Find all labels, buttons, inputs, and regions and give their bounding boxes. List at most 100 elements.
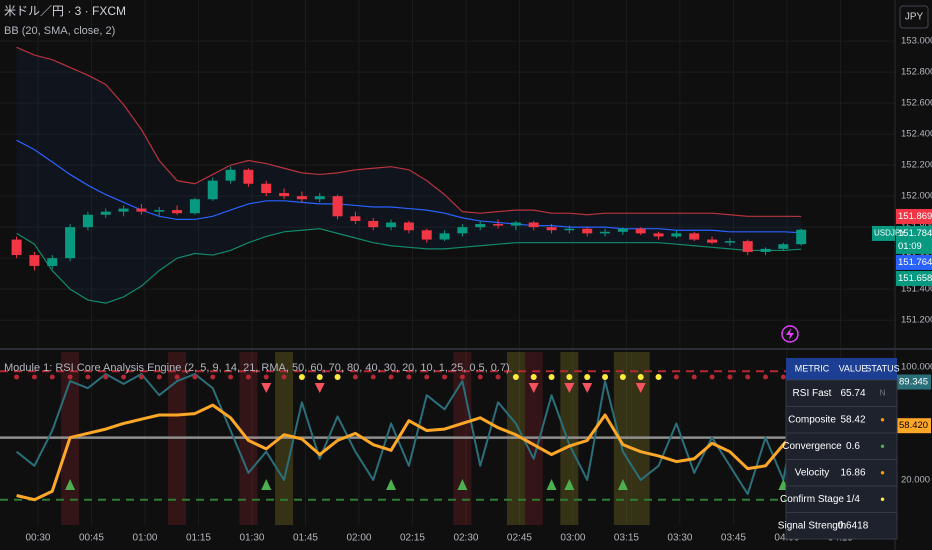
candle-body (65, 227, 76, 259)
y-tick-label: 152.200 (901, 160, 932, 171)
candle-body (47, 258, 58, 266)
table-row-bg (785, 485, 898, 513)
candle-body (689, 233, 700, 240)
candle-body (582, 228, 593, 234)
x-tick-label: 02:15 (400, 533, 425, 544)
signal-dot (727, 374, 733, 380)
candle-body (617, 228, 628, 232)
table-cell: RSI Fast (793, 388, 832, 399)
axis-layer: 00:30 00:45 01:00 01:15 01:30 01:45 02:00 02:15… (25, 36, 932, 544)
signal-dot (530, 374, 537, 380)
candle-body (225, 169, 236, 181)
chart-title: 米ドル／円 · 3 · FXCM (4, 4, 126, 18)
signal-dot (263, 374, 269, 380)
buy-signal (261, 479, 272, 490)
indicator-line (15, 373, 803, 496)
y-tick-label: 153.000 (901, 36, 932, 47)
sell-signal (635, 383, 646, 393)
candle-body (778, 244, 789, 249)
x-tick-label: 03:00 (560, 533, 585, 544)
candle-body (314, 196, 325, 200)
signal-dot (103, 374, 109, 380)
candle-body (724, 241, 735, 243)
candle-body (207, 180, 218, 200)
signal-dot (637, 374, 644, 380)
x-tick-label: 01:00 (132, 533, 157, 544)
band-fill (16, 47, 802, 304)
signal-dot (138, 374, 144, 380)
table-cell: Convergence (782, 441, 842, 452)
symbol-label: USDJPY (874, 229, 906, 238)
currency-button[interactable] (899, 5, 929, 29)
price-tag (896, 225, 932, 254)
candle-body (189, 199, 200, 214)
x-tick-label: 00:30 (25, 533, 50, 544)
signal-dot (228, 374, 234, 380)
x-tick-label: 01:15 (186, 533, 211, 544)
signal-dot (121, 374, 127, 380)
alert-icon[interactable] (781, 325, 799, 343)
price-tag-label: 151.764 (898, 257, 932, 268)
price-tag (896, 208, 932, 224)
candle-body (243, 169, 254, 184)
bollinger-line (16, 46, 802, 218)
candle-body (296, 196, 307, 200)
table-row-bg (785, 459, 898, 487)
candle-body (528, 222, 539, 228)
signal-dot (298, 374, 305, 380)
table-cell: Composite (788, 414, 836, 425)
candle-body (11, 239, 22, 256)
table-cell: Signal Strength (778, 520, 846, 531)
price-tag (896, 270, 932, 286)
signal-dot (192, 374, 198, 380)
table-row-bg (785, 379, 898, 407)
price-tag-label: 151.658 (898, 273, 932, 284)
signal-dot (691, 374, 697, 380)
candle-body (261, 183, 272, 194)
x-tick-label: 03:45 (721, 533, 746, 544)
candle-body (600, 231, 611, 234)
x-tick-label: 01:45 (293, 533, 318, 544)
table-cell: 0.6418 (838, 520, 869, 531)
candle-body (760, 248, 771, 252)
buy-signal (546, 479, 557, 490)
table-row-bg (785, 406, 898, 434)
candle-body (707, 239, 718, 243)
sell-signal (314, 383, 325, 393)
signal-dot (67, 374, 73, 380)
candle-body (653, 233, 664, 237)
signal-dot (655, 374, 662, 380)
signal-dot (442, 374, 448, 380)
candle-body (564, 228, 575, 231)
signal-dot (49, 374, 55, 380)
indicator-line (16, 403, 803, 502)
candle-body (279, 193, 290, 197)
candle-body (493, 224, 504, 226)
sell-signal (582, 383, 593, 393)
signal-dot (619, 374, 626, 380)
table-header: STATUS (865, 363, 899, 373)
y-tick-label: 152.600 (901, 98, 932, 109)
currency-label: JPY (905, 12, 924, 23)
value-tag-label: 89.345 (899, 377, 928, 388)
value-tag (897, 374, 931, 390)
candle-body (510, 222, 521, 226)
table-status: N (880, 388, 886, 397)
y-tick-label: 152.800 (901, 67, 932, 78)
signal-dot (31, 374, 37, 380)
x-tick-label: 03:15 (614, 533, 639, 544)
signal-dot (14, 374, 20, 380)
y-tick-label: 100.000 (901, 361, 932, 372)
signal-dot (424, 374, 430, 380)
buy-signal (457, 479, 468, 490)
sell-signal (564, 383, 575, 393)
alert-bolt (786, 328, 794, 340)
candle-body (439, 233, 450, 240)
x-tick-label: 02:00 (346, 533, 371, 544)
signal-dot (763, 374, 769, 380)
signal-dot (459, 374, 465, 380)
candle-body (118, 208, 129, 212)
module-title: Module 1: RSI Core Analysis Engine (2, 5… (4, 362, 510, 374)
